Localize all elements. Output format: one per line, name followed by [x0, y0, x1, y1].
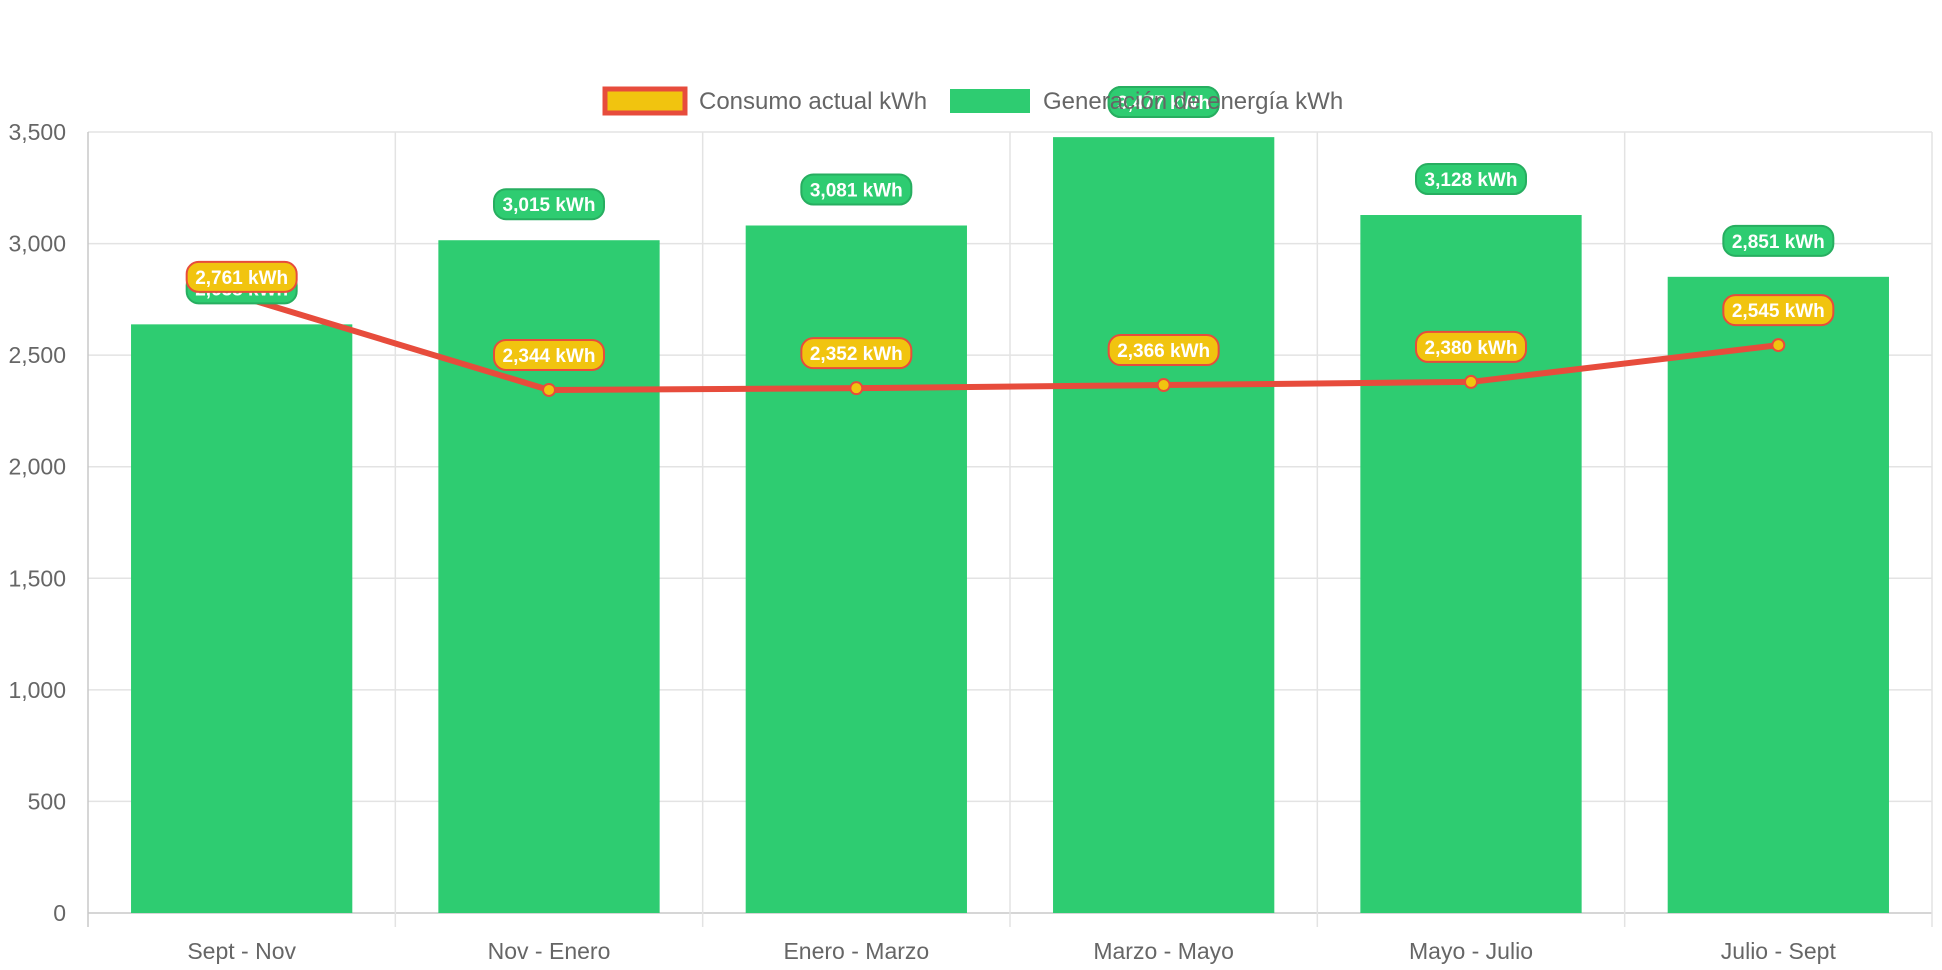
y-tick-label: 2,500: [8, 342, 66, 368]
data-label: 3,015 kWh: [493, 188, 605, 221]
x-tick-label: Sept - Nov: [187, 938, 296, 964]
svg-text:3,128 kWh: 3,128 kWh: [1425, 170, 1518, 191]
svg-text:2,851 kWh: 2,851 kWh: [1732, 232, 1825, 253]
svg-text:3,477 kWh: 3,477 kWh: [1117, 93, 1210, 114]
data-label: 2,761 kWh: [185, 260, 298, 293]
svg-text:3,015 kWh: 3,015 kWh: [503, 195, 596, 216]
line-point[interactable]: [1464, 374, 1478, 389]
data-label: 2,344 kWh: [493, 338, 605, 371]
x-tick-label: Nov - Enero: [488, 938, 611, 964]
line-point[interactable]: [849, 381, 864, 396]
svg-text:2,344 kWh: 2,344 kWh: [503, 346, 596, 367]
svg-text:2,545 kWh: 2,545 kWh: [1732, 301, 1825, 322]
x-tick-label: Enero - Marzo: [783, 938, 929, 964]
bar[interactable]: [1053, 137, 1275, 914]
bar[interactable]: [1360, 215, 1582, 913]
legend-label: Generación de energía kWh: [1043, 88, 1343, 115]
legend-swatch: [950, 89, 1030, 113]
data-label: 2,380 kWh: [1415, 330, 1527, 363]
legend-item-consumo[interactable]: Consumo actual kWh: [602, 86, 927, 116]
line-series: [238, 293, 1786, 397]
consumption-line: [238, 293, 1782, 393]
legend[interactable]: Consumo actual kWh Generación de energía …: [602, 86, 1343, 116]
svg-text:2,366 kWh: 2,366 kWh: [1117, 341, 1210, 362]
x-tick-label: Julio - Sept: [1721, 938, 1837, 964]
bar[interactable]: [1667, 276, 1889, 913]
line-point[interactable]: [1156, 378, 1171, 393]
x-tick-label: Marzo - Mayo: [1093, 938, 1234, 964]
data-label: 2,851 kWh: [1722, 224, 1835, 257]
data-label: 2,366 kWh: [1107, 334, 1220, 367]
x-tick-label: Mayo - Julio: [1409, 938, 1533, 964]
y-tick-label: 1,000: [8, 677, 66, 703]
svg-text:2,761 kWh: 2,761 kWh: [195, 268, 288, 289]
bar[interactable]: [745, 225, 967, 914]
data-label: 3,477 kWh: [1107, 86, 1220, 118]
grid: [87, 131, 1933, 927]
svg-text:2,380 kWh: 2,380 kWh: [1425, 338, 1518, 359]
bar-series: [131, 137, 1889, 914]
legend-label: Consumo actual kWh: [699, 88, 927, 115]
data-label: 2,352 kWh: [800, 337, 913, 370]
svg-text:2,352 kWh: 2,352 kWh: [810, 344, 903, 365]
data-label: 3,128 kWh: [1415, 163, 1527, 196]
axes: 0 500 1,000 1,500 2,000 2,500 3,000 3,500 Sept -…: [8, 119, 1836, 964]
svg-text:3,081 kWh: 3,081 kWh: [810, 180, 903, 201]
y-tick-label: 2,000: [8, 454, 66, 480]
y-tick-label: 0: [53, 900, 66, 926]
data-label: 3,081 kWh: [800, 173, 913, 206]
legend-item-generacion[interactable]: Generación de energía kWh: [950, 88, 1343, 115]
data-label: 2,545 kWh: [1722, 294, 1835, 327]
legend-swatch: [602, 86, 688, 116]
y-tick-label: 3,000: [8, 231, 66, 257]
line-point[interactable]: [1771, 338, 1786, 353]
bar[interactable]: [131, 324, 353, 914]
y-tick-label: 1,500: [8, 565, 66, 591]
line-point[interactable]: [542, 382, 556, 397]
y-tick-label: 3,500: [8, 119, 66, 145]
y-tick-label: 500: [28, 788, 66, 814]
